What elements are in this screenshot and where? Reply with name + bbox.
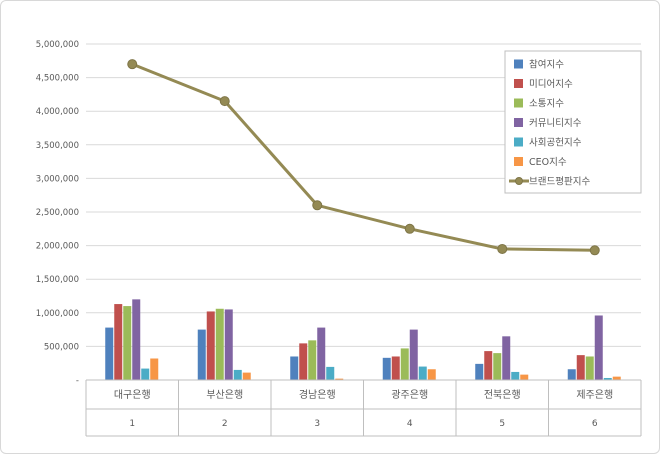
category-label: 광주은행 bbox=[391, 389, 428, 401]
legend-swatch bbox=[514, 79, 523, 88]
bar-커뮤니티지수 bbox=[317, 327, 326, 380]
bar-참여지수 bbox=[382, 357, 391, 380]
y-axis-label: 3,500,000 bbox=[36, 141, 79, 151]
bar-참여지수 bbox=[475, 363, 484, 380]
bar-커뮤니티지수 bbox=[224, 309, 233, 380]
category-label: 부산은행 bbox=[206, 389, 243, 401]
legend-label: 커뮤니티지수 bbox=[529, 118, 582, 129]
legend-line-marker bbox=[515, 177, 523, 185]
y-axis-label: 1,000,000 bbox=[36, 309, 79, 319]
legend-item: 소통지수 bbox=[514, 98, 564, 110]
line-marker bbox=[127, 59, 138, 70]
bar-사회공헌지수 bbox=[418, 366, 427, 380]
bar-참여지수 bbox=[567, 369, 576, 380]
y-axis-label: 2,000,000 bbox=[36, 242, 79, 252]
bar-소통지수 bbox=[400, 348, 409, 380]
legend-swatch bbox=[514, 118, 523, 127]
line-marker bbox=[497, 243, 508, 254]
legend-item: CEO지수 bbox=[514, 157, 567, 168]
legend-label: 브랜드평판지수 bbox=[529, 177, 590, 188]
bar-소통지수 bbox=[215, 308, 224, 380]
bar-사회공헌지수 bbox=[233, 369, 242, 380]
bar-CEO지수 bbox=[520, 374, 529, 380]
category-index-label: 6 bbox=[592, 419, 598, 429]
bar-참여지수 bbox=[105, 327, 114, 380]
category-index-label: 2 bbox=[222, 419, 228, 429]
bar-참여지수 bbox=[197, 329, 206, 380]
legend-box bbox=[504, 50, 642, 194]
legend-swatch bbox=[514, 59, 523, 69]
bar-참여지수 bbox=[290, 356, 299, 380]
legend-item: 사회공헌지수 bbox=[514, 137, 582, 149]
bar-사회공헌지수 bbox=[141, 368, 150, 380]
line-marker bbox=[589, 245, 600, 256]
bar-미디어지수 bbox=[114, 304, 123, 380]
bar-미디어지수 bbox=[484, 351, 493, 380]
bar-미디어지수 bbox=[576, 355, 585, 380]
line-marker bbox=[312, 200, 323, 211]
y-axis-label: - bbox=[76, 376, 79, 386]
line-series bbox=[131, 62, 595, 252]
legend-item: 커뮤니티지수 bbox=[514, 118, 582, 129]
bar-CEO지수 bbox=[612, 376, 621, 380]
line-marker bbox=[404, 223, 415, 234]
bar-커뮤니티지수 bbox=[132, 299, 141, 380]
y-axis-label: 4,000,000 bbox=[36, 107, 79, 117]
bar-CEO지수 bbox=[150, 358, 159, 380]
bar-미디어지수 bbox=[299, 343, 308, 380]
bar-소통지수 bbox=[123, 306, 132, 380]
legend-item: 참여지수 bbox=[514, 59, 564, 71]
legend-label: 참여지수 bbox=[529, 59, 564, 71]
y-axis-label: 500,000 bbox=[44, 342, 79, 352]
legend-label: CEO지수 bbox=[529, 157, 567, 168]
bar-소통지수 bbox=[493, 353, 502, 380]
legend-swatch bbox=[514, 157, 523, 166]
legend-item: 미디어지수 bbox=[514, 79, 573, 90]
bar-커뮤니티지수 bbox=[594, 315, 603, 380]
category-index-label: 3 bbox=[314, 419, 320, 429]
bar-사회공헌지수 bbox=[603, 377, 612, 380]
y-axis-label: 3,000,000 bbox=[36, 174, 79, 184]
bar-커뮤니티지수 bbox=[502, 336, 511, 380]
bar-커뮤니티지수 bbox=[409, 329, 418, 380]
legend-label: 소통지수 bbox=[529, 99, 564, 110]
legend-swatch bbox=[514, 98, 523, 108]
category-label: 대구은행 bbox=[114, 389, 151, 401]
bar-사회공헌지수 bbox=[511, 371, 520, 380]
category-label: 제주은행 bbox=[576, 389, 613, 401]
y-axis-label: 5,000,000 bbox=[36, 40, 79, 50]
bar-소통지수 bbox=[308, 340, 317, 380]
bar-사회공헌지수 bbox=[326, 366, 335, 380]
category-index-label: 4 bbox=[407, 419, 413, 429]
y-axis-label: 4,500,000 bbox=[36, 74, 79, 84]
category-index-label: 5 bbox=[499, 419, 505, 429]
category-index-label: 1 bbox=[129, 419, 135, 429]
legend-label: 미디어지수 bbox=[529, 79, 573, 90]
legend-label: 사회공헌지수 bbox=[529, 138, 582, 149]
category-label: 경남은행 bbox=[299, 388, 336, 401]
legend-swatch bbox=[514, 137, 523, 147]
bar-CEO지수 bbox=[242, 372, 251, 380]
category-label: 전북은행 bbox=[484, 389, 521, 401]
line-marker bbox=[219, 96, 230, 107]
legend-item: 브랜드평판지수 bbox=[509, 177, 590, 188]
bar-미디어지수 bbox=[391, 356, 400, 380]
y-axis-label: 1,500,000 bbox=[36, 275, 79, 285]
bar-CEO지수 bbox=[427, 369, 436, 380]
bar-미디어지수 bbox=[206, 311, 215, 380]
bar-CEO지수 bbox=[335, 378, 344, 380]
bar-소통지수 bbox=[585, 356, 594, 380]
y-axis-label: 2,500,000 bbox=[36, 208, 79, 218]
